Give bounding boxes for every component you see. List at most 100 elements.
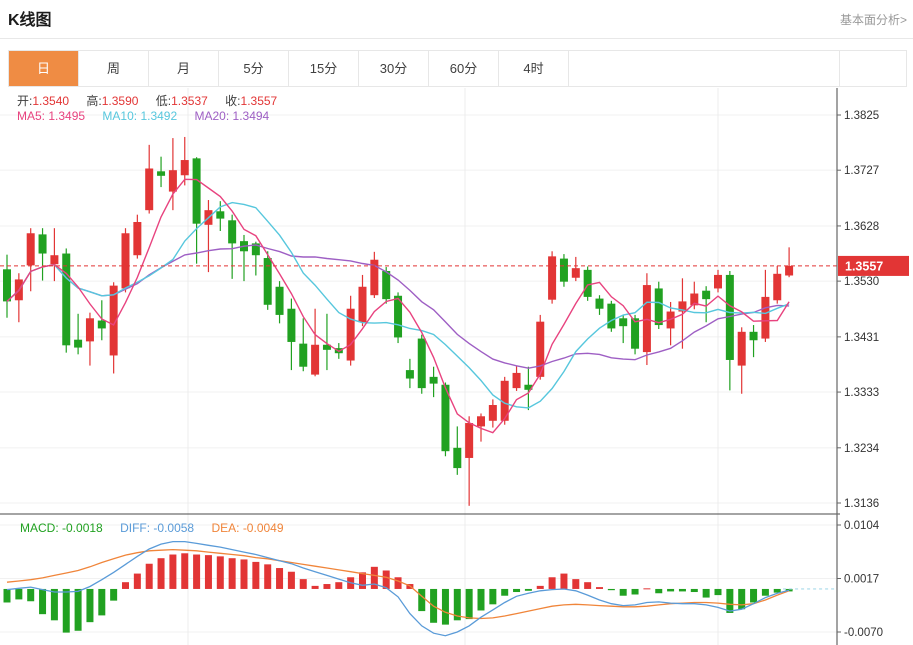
macd-legend: MACD: -0.0018 DIFF: -0.0058 DEA: -0.0049 [20, 521, 298, 535]
page-title: K线图 [8, 12, 52, 29]
candle-body [690, 293, 699, 306]
candle-body [654, 288, 663, 326]
candle-body [97, 320, 106, 329]
candle-body [192, 158, 201, 224]
candle-body [441, 384, 450, 452]
macd-label: MACD: [20, 521, 59, 535]
candle-body [761, 296, 770, 339]
candle-body [263, 258, 272, 305]
ma10-line [6, 201, 790, 409]
candle-body [702, 290, 711, 300]
candle-body [477, 416, 485, 427]
candle-body [180, 160, 189, 176]
current-price-value: 1.3557 [845, 259, 883, 273]
candle-body [631, 318, 640, 349]
candle-body [453, 447, 462, 469]
ma5-label: MA5: [17, 109, 46, 123]
candle-body [168, 170, 177, 192]
candle-body [228, 220, 237, 244]
candle-body [488, 405, 497, 421]
title-divider [0, 38, 913, 39]
dea-value: -0.0049 [242, 521, 284, 535]
high-value: 1.3590 [101, 94, 139, 108]
candle-body [619, 318, 628, 327]
ma20-label: MA20: [194, 109, 230, 123]
candle-body [524, 384, 533, 390]
tab-bar-filler [569, 51, 906, 86]
ma-legend: MA5: 1.3495 MA10: 1.3492 MA20: 1.3494 [17, 109, 283, 123]
candle-body [370, 259, 379, 296]
high-label: 高: [86, 94, 102, 108]
axis-tick-label: 1.3234 [844, 443, 880, 455]
current-price-label: 1.3557 [838, 255, 909, 276]
candle-body [512, 372, 521, 389]
ma5-value: 1.3495 [48, 109, 86, 123]
candle-body [322, 344, 331, 350]
kline-chart-svg: 1.3825 1.3727 1.3628 1.3530 1.3431 1.3333 1.32… [0, 88, 909, 645]
candle-body [785, 265, 794, 276]
candle-body [358, 286, 367, 323]
candle-body [287, 308, 296, 342]
axis-tick-label: 1.3825 [844, 110, 879, 122]
tab-60min[interactable]: 60分 [429, 51, 499, 86]
axis-tick-label: 1.3727 [844, 165, 879, 177]
chart-area[interactable]: 1.3825 1.3727 1.3628 1.3530 1.3431 1.3333 1.32… [0, 88, 913, 645]
candle-body [429, 376, 438, 384]
candle-body [3, 269, 11, 302]
dea-label: DEA: [211, 521, 240, 535]
ma20-line [6, 244, 790, 369]
candle-body [465, 423, 474, 458]
axis-tick-label: 1.3136 [844, 498, 879, 510]
macd-value: -0.0018 [62, 521, 103, 535]
dea-line [6, 548, 790, 620]
tab-day[interactable]: 日 [9, 51, 79, 86]
ma10-label: MA10: [102, 109, 138, 123]
candle-body [74, 339, 83, 348]
gridlines [0, 88, 837, 645]
diff-line [6, 540, 790, 637]
candle-body [559, 258, 568, 282]
tab-15min[interactable]: 15分 [289, 51, 359, 86]
axis-tick-label: -0.0070 [844, 627, 883, 639]
candle-body [121, 233, 130, 289]
candle-body [346, 308, 355, 361]
tab-4hour[interactable]: 4时 [499, 51, 569, 86]
candle-body [548, 256, 557, 300]
candles [3, 136, 794, 506]
candle-body [299, 343, 308, 367]
candle-body [773, 273, 782, 301]
candle-body [536, 321, 545, 377]
candle-body [133, 221, 142, 256]
candle-body [275, 286, 284, 315]
diff-label: DIFF: [120, 521, 151, 535]
axis-tick-label: 0.0017 [844, 574, 879, 586]
candle-body [405, 370, 414, 379]
axis-labels: 1.3825 1.3727 1.3628 1.3530 1.3431 1.3333 1.32… [837, 110, 883, 639]
candle-body [678, 301, 687, 312]
ma20-value: 1.3494 [232, 109, 270, 123]
low-label: 低: [155, 94, 172, 108]
candle-body [417, 338, 426, 389]
candle-body [109, 285, 118, 356]
candle-body [157, 171, 166, 176]
candle-body [500, 380, 509, 421]
axis-tick-label: 1.3431 [844, 332, 879, 344]
candle-body [725, 274, 734, 360]
tab-month[interactable]: 月 [149, 51, 219, 86]
low-value: 1.3537 [171, 94, 208, 108]
tab-30min[interactable]: 30分 [359, 51, 429, 86]
candle-body [642, 285, 651, 353]
open-label: 开: [17, 94, 33, 108]
macd-lines [6, 540, 837, 637]
fundamental-analysis-link[interactable]: 基本面分析> [839, 13, 907, 27]
candle-body [62, 253, 71, 346]
tab-week[interactable]: 周 [79, 51, 149, 86]
tab-5min[interactable]: 5分 [219, 51, 289, 86]
candle-body [85, 318, 94, 342]
candle-body [595, 298, 604, 309]
macd-histogram [3, 553, 793, 633]
ma10-value: 1.3492 [140, 109, 178, 123]
candle-body [571, 268, 580, 278]
diff-value: -0.0058 [153, 521, 195, 535]
candle-body [607, 303, 616, 329]
